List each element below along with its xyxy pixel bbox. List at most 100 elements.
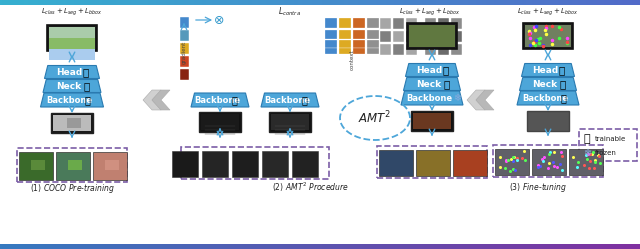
Bar [442,244,444,249]
Bar [546,244,548,249]
Bar [620,0,622,5]
Polygon shape [476,90,494,110]
Bar [596,0,598,5]
Bar [580,244,582,249]
Bar [382,0,384,5]
Polygon shape [152,90,170,110]
Bar [290,244,292,249]
Bar [154,244,156,249]
Bar [416,0,418,5]
Bar [172,151,198,177]
Bar [458,0,460,5]
Bar [530,244,532,249]
Bar [32,0,34,5]
Bar [367,48,379,54]
Polygon shape [261,93,319,107]
Bar [152,0,154,5]
Bar [176,244,178,249]
Bar [292,0,294,5]
Bar [52,0,54,5]
Bar [24,0,26,5]
Bar [64,0,66,5]
Bar [618,244,620,249]
Bar [353,30,365,39]
Bar [208,244,210,249]
Text: gradient: gradient [182,40,186,64]
Bar [166,0,168,5]
Bar [379,150,413,176]
Bar [160,244,162,249]
Bar [502,244,504,249]
Text: 🔥: 🔥 [584,134,590,144]
Bar [398,244,400,249]
Bar [306,0,308,5]
Bar [232,151,258,177]
Bar [150,0,152,5]
Bar [494,244,496,249]
Bar [168,244,170,249]
Bar [418,244,420,249]
Bar [344,244,346,249]
Bar [18,0,20,5]
Bar [164,0,166,5]
Bar [282,0,284,5]
Bar [150,244,152,249]
Bar [342,244,344,249]
Bar [438,44,449,55]
Bar [540,0,542,5]
Bar [476,0,478,5]
Bar [162,0,164,5]
Bar [410,244,412,249]
Bar [474,0,476,5]
Bar [294,0,296,5]
Bar [62,244,64,249]
Bar [308,244,310,249]
Bar [318,244,320,249]
Bar [622,0,624,5]
Bar [84,244,86,249]
Bar [576,0,578,5]
Bar [22,0,24,5]
Bar [442,0,444,5]
Bar [536,0,538,5]
Bar [96,0,98,5]
Bar [260,244,262,249]
Bar [308,0,310,5]
Polygon shape [191,93,249,107]
Bar [510,0,512,5]
Bar [312,244,314,249]
Bar [496,244,498,249]
Bar [638,0,640,5]
Bar [498,0,500,5]
Bar [232,0,234,5]
Bar [430,0,432,5]
Bar [425,31,436,42]
Bar [394,244,396,249]
Bar [74,0,76,5]
Bar [444,0,446,5]
Bar [432,244,434,249]
Bar [20,0,22,5]
Bar [156,0,158,5]
Bar [180,17,189,28]
Bar [422,244,424,249]
Bar [570,0,572,5]
Bar [80,0,82,5]
Bar [34,244,36,249]
Bar [584,0,586,5]
Bar [484,0,486,5]
Bar [240,244,242,249]
Bar [558,244,560,249]
Bar [44,244,46,249]
Bar [396,244,398,249]
Bar [468,244,470,249]
Bar [196,244,198,249]
Text: Head: Head [416,65,442,74]
Bar [414,244,416,249]
Bar [180,244,182,249]
Bar [380,18,391,29]
Polygon shape [40,93,104,107]
Bar [50,244,52,249]
Bar [58,244,60,249]
Bar [514,0,516,5]
